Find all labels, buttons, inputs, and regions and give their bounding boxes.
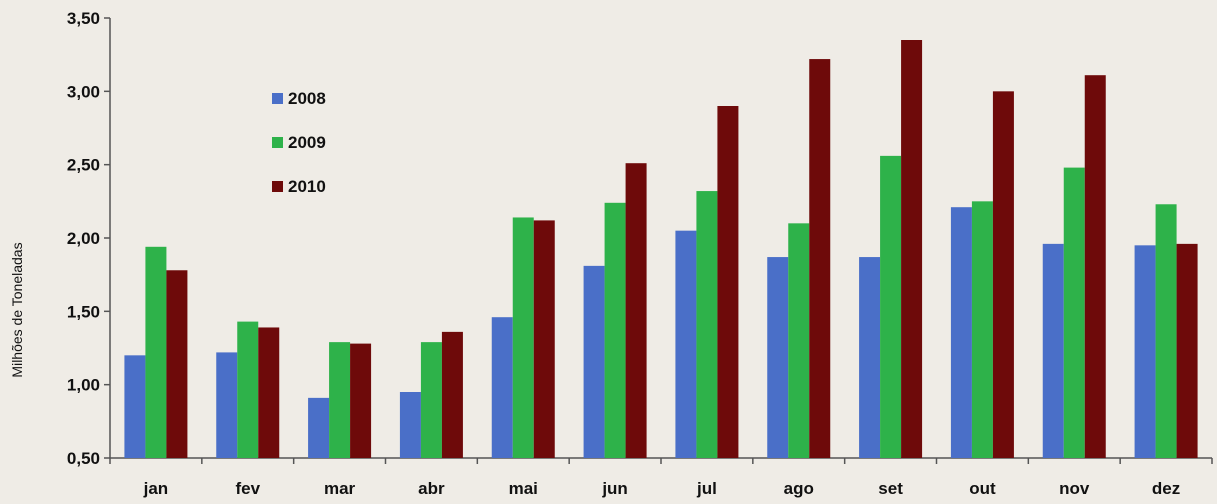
bar-2009-fev bbox=[237, 321, 259, 458]
x-tick-label: jan bbox=[143, 479, 169, 498]
bar-2010-jun bbox=[625, 163, 647, 458]
bar-2009-set bbox=[880, 155, 902, 458]
bar-2008-fev bbox=[216, 352, 238, 458]
bar-2008-jan bbox=[124, 355, 146, 458]
bar-2010-set bbox=[901, 40, 923, 458]
y-tick-label: 1,00 bbox=[67, 376, 100, 395]
bar-2008-jul bbox=[675, 230, 697, 458]
legend-swatch-2009 bbox=[272, 137, 283, 148]
bar-2008-mai bbox=[491, 317, 513, 458]
bar-2009-jun bbox=[604, 202, 626, 458]
x-tick-label: fev bbox=[235, 479, 260, 498]
bar-2009-abr bbox=[420, 342, 442, 458]
bar-2008-ago bbox=[767, 257, 789, 458]
bar-2008-jun bbox=[583, 265, 605, 458]
legend-label-2010: 2010 bbox=[288, 177, 326, 196]
bar-2010-mai bbox=[533, 220, 555, 458]
bar-2010-ago bbox=[809, 59, 831, 459]
y-tick-label: 3,50 bbox=[67, 9, 100, 28]
bar-2009-nov bbox=[1063, 167, 1085, 458]
x-tick-label: out bbox=[969, 479, 996, 498]
bar-2010-nov bbox=[1084, 75, 1106, 458]
bar-2010-fev bbox=[258, 327, 280, 458]
y-axis-title: Milhões de Toneladas bbox=[9, 242, 25, 377]
x-tick-label: abr bbox=[418, 479, 445, 498]
legend-label-2008: 2008 bbox=[288, 89, 326, 108]
bar-2008-nov bbox=[1042, 243, 1064, 458]
legend-swatch-2008 bbox=[272, 93, 283, 104]
bar-2009-mar bbox=[329, 342, 351, 458]
legend-swatch-2010 bbox=[272, 181, 283, 192]
bar-2010-jan bbox=[166, 270, 188, 458]
bar-2009-jul bbox=[696, 191, 718, 459]
legend: 2008 2009 2010 bbox=[272, 89, 326, 196]
x-tick-label: jun bbox=[601, 479, 628, 498]
legend-label-2009: 2009 bbox=[288, 133, 326, 152]
axes: 0,50 1,00 1,50 2,00 2,50 3,00 3,50 jan fev mar abr… bbox=[67, 9, 1213, 498]
bar-2009-jan bbox=[145, 246, 167, 458]
bar-2010-dez bbox=[1176, 243, 1198, 458]
bars bbox=[124, 40, 1198, 459]
bar-2008-dez bbox=[1134, 245, 1156, 458]
y-tick-label: 3,00 bbox=[67, 82, 100, 101]
bar-2008-abr bbox=[399, 392, 421, 458]
x-tick-label: jul bbox=[696, 479, 717, 498]
bar-2008-set bbox=[859, 257, 881, 458]
bar-2010-mar bbox=[350, 343, 372, 458]
x-tick-label: set bbox=[878, 479, 903, 498]
bar-2008-out bbox=[950, 207, 972, 458]
bar-2009-mai bbox=[512, 217, 534, 458]
bar-2010-abr bbox=[441, 331, 463, 458]
x-tick-label: dez bbox=[1152, 479, 1180, 498]
x-tick-label: mar bbox=[324, 479, 356, 498]
y-tick-label: 1,50 bbox=[67, 302, 100, 321]
y-tick-label: 2,50 bbox=[67, 156, 100, 175]
bar-2008-mar bbox=[308, 397, 330, 458]
bar-2009-dez bbox=[1155, 204, 1177, 458]
bar-2010-out bbox=[992, 91, 1014, 458]
x-tick-label: nov bbox=[1059, 479, 1090, 498]
y-tick-label: 0,50 bbox=[67, 449, 100, 468]
bar-2009-out bbox=[971, 201, 993, 459]
bar-2009-ago bbox=[788, 223, 810, 458]
y-tick-label: 2,00 bbox=[67, 229, 100, 248]
x-tick-label: mai bbox=[509, 479, 538, 498]
x-tick-label: ago bbox=[784, 479, 814, 498]
bar-2010-jul bbox=[717, 106, 739, 458]
